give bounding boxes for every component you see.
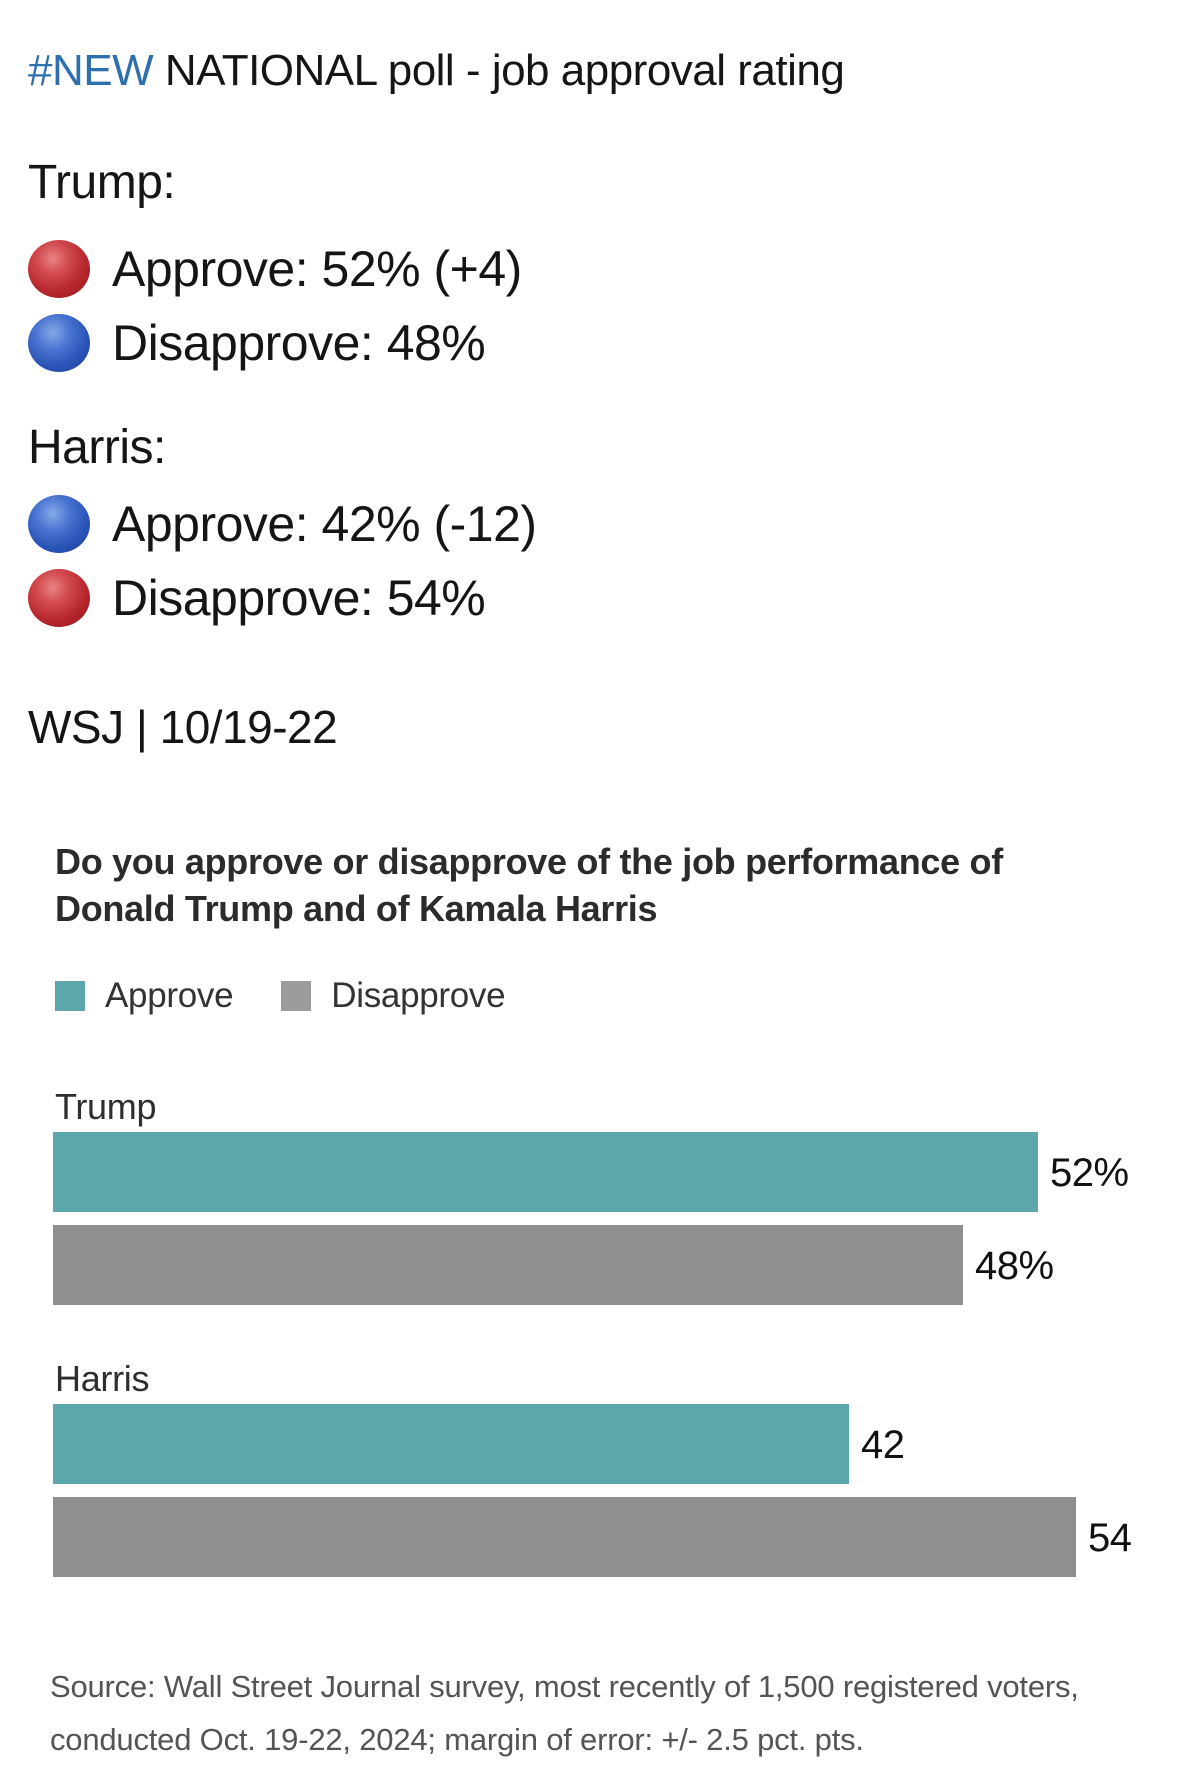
chart-legend: Approve Disapprove (55, 976, 506, 1016)
chart-category-label-harris: Harris (55, 1358, 150, 1399)
red-circle-icon (28, 569, 90, 627)
legend-label-disapprove: Disapprove (331, 976, 506, 1015)
trump-approval-text: Approve: 52% (+4) (112, 241, 522, 297)
blue-circle-icon (28, 314, 90, 372)
trump-approval-row: Approve: 52% (+4) (28, 237, 522, 301)
poll-source-date: WSJ | 10/19-22 (28, 701, 338, 753)
page-title-text: NATIONAL poll - job approval rating (153, 46, 845, 95)
disapprove-swatch-icon (281, 981, 312, 1011)
bar-harris-approve (53, 1404, 849, 1484)
hashtag-link[interactable]: #NEW (28, 46, 154, 95)
trump-approval-text: Disapprove: 48% (112, 315, 486, 371)
bar-trump-disapprove (53, 1225, 963, 1305)
legend-item-approve: Approve (55, 976, 234, 1016)
chart-footnote: Source: Wall Street Journal survey, most… (50, 1669, 1079, 1757)
harris-approval-row: Approve: 42% (-12) (28, 492, 537, 556)
red-circle-icon (28, 240, 90, 298)
harris-section-label: Harris: (28, 421, 166, 474)
blue-circle-icon (28, 495, 90, 553)
trump-section-label: Trump: (28, 156, 176, 209)
value-label-harris-disapprove: 54 (1088, 1516, 1132, 1560)
bar-trump-approve (53, 1132, 1038, 1212)
harris-approval-row: Disapprove: 54% (28, 566, 486, 630)
harris-approval-text: Disapprove: 54% (112, 570, 486, 626)
value-label-harris-approve: 42 (861, 1423, 905, 1467)
legend-item-disapprove: Disapprove (281, 976, 506, 1016)
trump-approval-row: Disapprove: 48% (28, 311, 486, 375)
chart-category-label-trump: Trump (55, 1086, 157, 1127)
approve-swatch-icon (55, 981, 85, 1011)
page-title: #NEW NATIONAL poll - job approval rating (28, 46, 845, 96)
value-label-trump-disapprove: 48% (975, 1244, 1054, 1288)
value-label-trump-approve: 52% (1050, 1151, 1129, 1195)
chart-title: Do you approve or disapprove of the job … (55, 841, 1003, 929)
legend-label-approve: Approve (105, 976, 234, 1015)
bar-harris-disapprove (53, 1497, 1076, 1577)
harris-approval-text: Approve: 42% (-12) (112, 496, 537, 552)
